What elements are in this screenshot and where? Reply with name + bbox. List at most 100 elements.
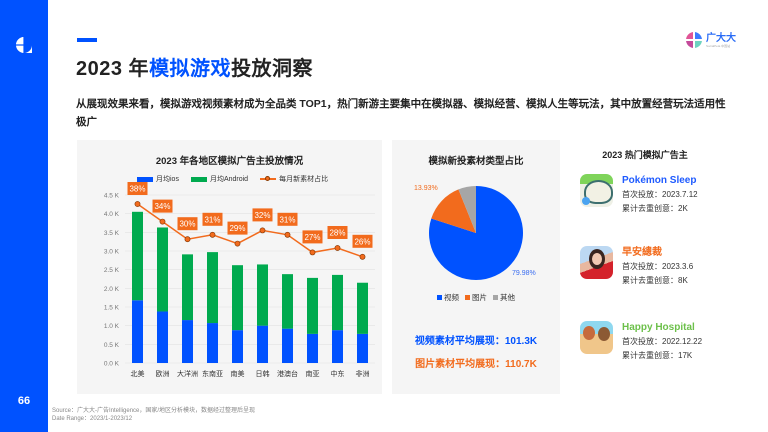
- ratio-point: [334, 245, 341, 251]
- image-avg-impressions: 图片素材平均展现：110.7K: [415, 359, 537, 370]
- ratio-point: [184, 236, 191, 243]
- x-tick-label: 非洲: [356, 369, 370, 378]
- y-tick-label: 0.5 K: [104, 342, 120, 349]
- y-tick-label: 2.5 K: [104, 267, 120, 274]
- bar-chart-plot: 0.0 K 0.5 K 1.0 K 1.5 K 2.0 K 2.5 K 3.0 K 3.5 K…: [104, 182, 375, 378]
- x-tick-label: 港澳台: [277, 369, 298, 378]
- y-tick-label: 3.5 K: [104, 230, 120, 237]
- sidebar: 66: [0, 0, 48, 432]
- legend-other: 其他: [493, 292, 515, 303]
- title-suffix: 投放洞察: [231, 58, 314, 80]
- y-tick-label: 3.0 K: [104, 249, 120, 256]
- bar-ios: [332, 330, 343, 363]
- video-avg-impressions: 视频素材平均展现：101.3K: [414, 336, 538, 347]
- title-prefix: 2023 年: [76, 58, 150, 80]
- ratio-label-box: [327, 226, 348, 239]
- footer-source: Source：广大大-广告Intelligence，国家/地区分析模块，数据经过…: [52, 407, 255, 423]
- bar-ios: [257, 325, 268, 363]
- ratio-label-box: [302, 230, 323, 244]
- brand-mark-icon: [686, 32, 702, 48]
- brand-name: 广大大: [706, 32, 736, 44]
- bar-ios: [207, 323, 218, 363]
- advertisers-title: 2023 热门模拟广告主: [602, 150, 688, 160]
- y-tick-label: 4.5 K: [104, 193, 120, 200]
- ratio-label-box: [252, 208, 273, 222]
- advertiser-name: Pokémon Sleep: [622, 175, 697, 186]
- x-tick-label: 南美: [231, 369, 245, 378]
- x-tick-label: 东南亚: [202, 369, 223, 378]
- advertiser-item: Happy Hospital 首次投放：2022.12.22 累计去重创意：17…: [580, 321, 702, 363]
- ratio-label: 31%: [204, 215, 220, 224]
- pie-slice-image: [431, 189, 476, 233]
- ratio-point: [359, 253, 366, 260]
- ratio-label-box: [352, 234, 373, 248]
- bar-ios: [282, 328, 293, 363]
- bar-android: [207, 252, 218, 324]
- ratio-point: [234, 240, 241, 247]
- ratio-point: [159, 218, 166, 225]
- first-launch-date: 首次投放：2023.7.12: [622, 190, 698, 199]
- ratio-label: 34%: [154, 202, 170, 211]
- title-accent-bar: [77, 38, 97, 42]
- bar-android: [132, 211, 143, 301]
- ratio-label-box: [202, 212, 223, 226]
- bar-ios: [182, 320, 193, 363]
- bar-android: [182, 254, 193, 321]
- legend-swatch-android: [190, 176, 207, 182]
- bar-android: [357, 282, 368, 334]
- creative-count: 累计去重创意：2K: [622, 204, 688, 213]
- ratio-point: [259, 227, 266, 234]
- creative-count: 累计去重创意：8K: [622, 276, 688, 285]
- legend-swatch-ios: [137, 176, 153, 182]
- advertiser-item: Pokémon Sleep 首次投放：2023.7.12 累计去重创意：2K: [580, 174, 698, 216]
- x-tick-label: 大洋洲: [177, 369, 198, 378]
- legend-ios: 月均ios: [137, 174, 179, 184]
- y-tick-label: 0.0 K: [104, 361, 120, 368]
- bar-ios: [132, 300, 143, 363]
- ratio-label: 27%: [304, 233, 320, 242]
- ratio-label: 26%: [354, 237, 370, 246]
- ratio-point: [309, 249, 316, 256]
- pie-label-video: 79.98%: [512, 270, 536, 277]
- advertiser-name: 早安總裁: [622, 247, 662, 258]
- ratio-label: 30%: [179, 220, 195, 229]
- x-tick-label: 南亚: [306, 369, 320, 378]
- bar-ios: [157, 311, 168, 363]
- title-highlight: 模拟游戏: [149, 58, 232, 80]
- bar-android: [232, 265, 243, 331]
- pie-label-image: 13.93%: [414, 185, 438, 192]
- ratio-label-box: [127, 182, 148, 195]
- date-range-text: Date Range：2023/1-2023/12: [52, 416, 133, 422]
- x-tick-label: 欧洲: [156, 369, 170, 378]
- bar-chart-legend: 月均ios 月均Android 每月新素材占比: [137, 174, 328, 184]
- pie-chart-title: 模拟新投素材类型占比: [428, 156, 524, 167]
- page-number: 66: [17, 395, 31, 407]
- y-tick-label: 1.5 K: [104, 305, 120, 312]
- pie-chart-legend: 视频 图片 其他: [392, 292, 560, 303]
- brand-pie-icon: [16, 37, 32, 53]
- ratio-point: [134, 201, 141, 207]
- ratio-label: 29%: [229, 224, 245, 233]
- y-tick-label: 2.0 K: [104, 286, 120, 293]
- bar-android: [332, 274, 343, 331]
- first-launch-date: 首次投放：2022.12.22: [622, 337, 703, 346]
- source-text: Source：广大大-广告Intelligence，国家/地区分析模块，数据经过…: [52, 408, 256, 414]
- brand-logo: 广大大 SocialPeta 中国站: [686, 32, 736, 48]
- ratio-point: [209, 231, 216, 238]
- ratio-label-box: [152, 199, 173, 213]
- bar-android: [307, 277, 318, 334]
- brand-subname: SocialPeta 中国站: [706, 43, 731, 48]
- pie-chart-plot: 13.93% 79.98%: [414, 185, 536, 280]
- bar-android: [282, 274, 293, 329]
- pokemon-sleep-app-icon: [580, 174, 613, 207]
- page-title: 2023 年模拟游戏投放洞察: [76, 52, 313, 81]
- legend-video: 视频: [437, 292, 459, 303]
- ratio-label: 31%: [279, 215, 295, 224]
- bar-chart-title: 2023 年各地区模拟广告主投放情况: [155, 156, 304, 167]
- x-tick-label: 北美: [131, 369, 145, 378]
- ratio-label-box: [277, 212, 298, 226]
- ratio-label: 38%: [129, 185, 145, 194]
- creative-count: 累计去重创意：17K: [622, 351, 693, 360]
- bar-android: [257, 264, 268, 326]
